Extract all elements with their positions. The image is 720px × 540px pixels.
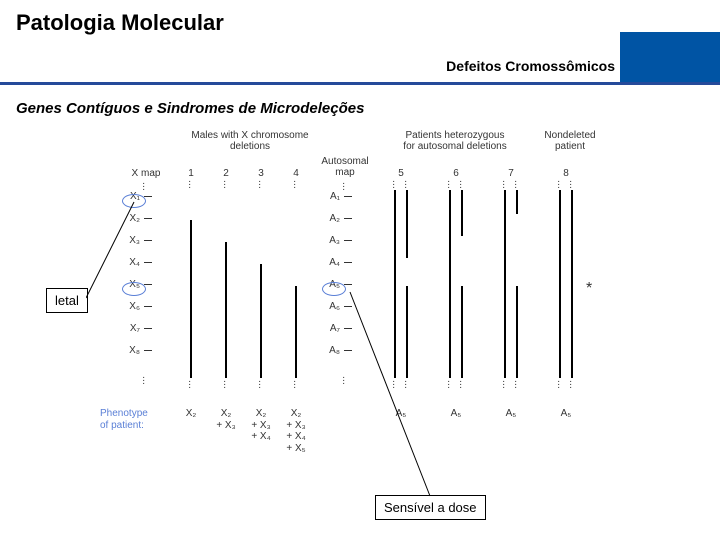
accent-box (620, 32, 720, 84)
group-hetero-label: Patients heterozygousfor autosomal delet… (385, 130, 525, 152)
pheno-4: X₂+ X₃+ X₄+ X₅ (281, 408, 311, 454)
pheno-7: A₅ (496, 408, 526, 420)
dots-top-c7-L: ··· (502, 180, 505, 189)
col-5: 5 (386, 168, 416, 179)
dots-bot-c7-R: ··· (514, 380, 517, 389)
tick-x1 (144, 196, 152, 197)
gene-label-a3: A₃ (320, 235, 340, 246)
chrom-c4-bot (295, 286, 297, 378)
subtitle: Defeitos Cromossômicos (446, 58, 615, 74)
dots-top-c8-R: ··· (569, 180, 572, 189)
dots-top-c5-L: ··· (392, 180, 395, 189)
section-heading: Genes Contíguos e Sindromes de Microdele… (16, 100, 364, 117)
chrom-c8-L (559, 190, 561, 378)
tick-x8 (144, 350, 152, 351)
gene-label-x6: X₆ (120, 301, 140, 312)
pheno-3: X₂+ X₃+ X₄ (246, 408, 276, 443)
dots-top-c3: ··· (258, 180, 261, 189)
gene-label-a6: A₆ (320, 301, 340, 312)
pheno-2: X₂+ X₃ (211, 408, 241, 431)
dots-bot-c7-L: ··· (502, 380, 505, 389)
dots-top-c6-R: ··· (459, 180, 462, 189)
header-rule (0, 82, 720, 85)
group-males-label: Males with X chromosomedeletions (180, 130, 320, 152)
gene-label-a8: A₈ (320, 345, 340, 356)
col-2: 2 (211, 168, 241, 179)
chrom-c6-R-top (461, 190, 463, 236)
pheno-8: A₅ (551, 408, 581, 420)
dots-top-x: ··· (142, 182, 145, 191)
chrom-c3-bot (260, 264, 262, 378)
tick-a2 (344, 218, 352, 219)
col-8: 8 (551, 168, 581, 179)
gene-label-x7: X₇ (120, 323, 140, 334)
callout-sensivel-line (340, 290, 460, 500)
chrom-c7-R-top (516, 190, 518, 214)
dots-top-c5-R: ··· (404, 180, 407, 189)
tick-a5 (344, 284, 352, 285)
chrom-c2-bot (225, 242, 227, 378)
phenotype-label: Phenotypeof patient: (100, 408, 160, 432)
gene-label-a2: A₂ (320, 213, 340, 224)
group-nondel-label: Nondeletedpatient (525, 130, 615, 152)
dots-top-c4: ··· (293, 180, 296, 189)
dots-bot-c3: ··· (258, 380, 261, 389)
chrom-c7-R-bot (516, 286, 518, 378)
chrom-c8-R (571, 190, 573, 378)
dots-bot-c8-R: ··· (569, 380, 572, 389)
tick-a1 (344, 196, 352, 197)
dots-top-c7-R: ··· (514, 180, 517, 189)
tick-a3 (344, 240, 352, 241)
dots-top-a: ··· (342, 182, 345, 191)
chrom-c1-bot (190, 220, 192, 378)
asterisk: * (586, 280, 592, 298)
callout-letal-line (86, 200, 146, 300)
chrom-c6-R-bot (461, 286, 463, 378)
dots-bot-x: ··· (142, 376, 145, 385)
dots-top-c2: ··· (223, 180, 226, 189)
col-1: 1 (176, 168, 206, 179)
chrom-c5-R-top (406, 190, 408, 258)
col-3: 3 (246, 168, 276, 179)
gene-label-a7: A₇ (320, 323, 340, 334)
tick-x6 (144, 306, 152, 307)
col-xmap: X map (126, 168, 166, 179)
tick-a4 (344, 262, 352, 263)
dots-top-c8-L: ··· (557, 180, 560, 189)
callout-letal: letal (46, 288, 88, 313)
gene-label-a1: A₁ (320, 191, 340, 202)
dots-bot-c2: ··· (223, 380, 226, 389)
slide-title: Patologia Molecular (16, 10, 224, 36)
gene-label-x8: X₈ (120, 345, 140, 356)
dots-top-c6-L: ··· (447, 180, 450, 189)
dots-bot-c1: ··· (188, 380, 191, 389)
col-7: 7 (496, 168, 526, 179)
col-4: 4 (281, 168, 311, 179)
pheno-1: X₂ (176, 408, 206, 420)
col-amap: Autosomalmap (315, 156, 375, 178)
dots-bot-c4: ··· (293, 380, 296, 389)
chrom-c7-L (504, 190, 506, 378)
tick-x7 (144, 328, 152, 329)
dots-bot-c8-L: ··· (557, 380, 560, 389)
dots-top-c1: ··· (188, 180, 191, 189)
col-6: 6 (441, 168, 471, 179)
gene-label-a4: A₄ (320, 257, 340, 268)
